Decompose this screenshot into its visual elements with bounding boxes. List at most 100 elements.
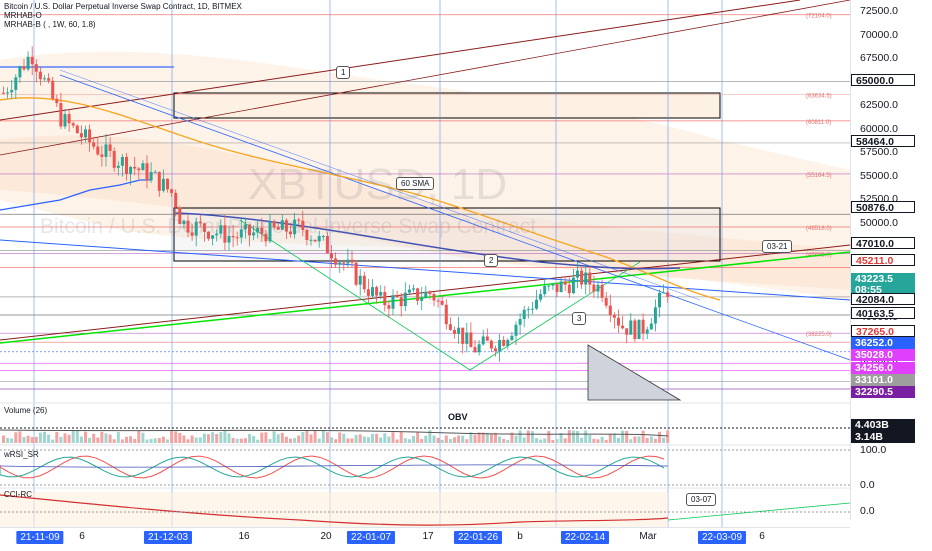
volume-bar <box>190 435 194 443</box>
candle-body <box>625 328 629 335</box>
candle-body <box>457 327 461 334</box>
volume-bar <box>576 431 579 443</box>
sma-60 <box>0 97 721 301</box>
callout-60-sma[interactable]: 60 SMA <box>396 177 435 190</box>
candle-body <box>38 71 42 80</box>
candle-body <box>412 288 415 290</box>
volume-bar <box>571 430 575 443</box>
time-label: 16 <box>238 531 250 542</box>
volume-bar <box>543 438 547 443</box>
wrsi-line-green <box>0 456 665 478</box>
candle-body <box>567 284 571 294</box>
volume-bar <box>260 432 264 443</box>
candle-body <box>137 168 141 171</box>
candle-body <box>641 319 645 334</box>
candle-body <box>649 323 653 330</box>
level-value-text: (49518.0) <box>806 226 832 232</box>
candle-body <box>350 259 354 263</box>
price-label: 43223.5 <box>851 273 915 285</box>
volume-bar <box>293 438 297 443</box>
candle-body <box>239 229 243 238</box>
candle-body <box>43 78 46 80</box>
volume-bar <box>239 438 243 443</box>
wrsi-signal <box>0 464 669 468</box>
candle-body <box>617 317 620 326</box>
price-label: 50876.0 <box>851 201 915 214</box>
time-label: b <box>517 531 523 542</box>
volume-bar <box>334 439 338 443</box>
candle-body <box>498 339 502 352</box>
volume-bar <box>22 437 26 443</box>
callout-2[interactable]: 2 <box>484 254 499 267</box>
volume-bar <box>317 438 321 443</box>
candle-body <box>88 129 92 143</box>
price-label: 40163.5 <box>851 307 915 320</box>
candle-body <box>59 103 63 127</box>
volume-bar <box>362 436 366 443</box>
volume-bar <box>330 437 333 443</box>
volume-bar <box>473 434 477 443</box>
volume-bar <box>30 437 34 443</box>
candle-body <box>379 292 383 296</box>
candle-body <box>325 236 329 254</box>
candle-body <box>149 171 153 181</box>
volume-bar <box>157 438 161 443</box>
volume-bar <box>248 434 251 443</box>
volume-bar <box>522 437 526 443</box>
volume-bar <box>141 432 145 443</box>
candle-body <box>448 324 452 330</box>
candle-body <box>71 123 75 126</box>
level-value-text: (60811.0) <box>806 120 831 126</box>
candle-body <box>284 220 288 232</box>
volume-bar <box>547 431 551 443</box>
volume-bar <box>252 435 256 443</box>
callout-3[interactable]: 3 <box>572 312 587 325</box>
volume-bar <box>645 437 649 443</box>
candle-body <box>420 298 424 301</box>
candle-body <box>338 262 342 265</box>
candle-body <box>346 259 350 264</box>
volume-bar <box>264 432 268 443</box>
volume-bar <box>621 430 625 443</box>
candle-body <box>330 253 333 259</box>
time-label: 17 <box>422 531 434 542</box>
volume-bar <box>440 439 444 443</box>
trendline-red-upper <box>0 0 801 121</box>
volume-bar <box>432 435 436 443</box>
candle-body <box>453 329 456 334</box>
volume-bar <box>530 431 534 443</box>
volume-bar <box>494 432 497 443</box>
volume-bar <box>133 438 137 443</box>
candle-body <box>2 92 5 94</box>
candle-body <box>621 325 625 329</box>
volume-bar <box>514 435 518 443</box>
candle-body <box>580 270 584 285</box>
wrsi-tick-0: 0.0 <box>860 479 875 491</box>
callout-1[interactable]: 1 <box>336 66 351 79</box>
candle-body <box>276 227 280 230</box>
price-label: 58464.0 <box>851 135 915 148</box>
volume-bar <box>481 432 485 443</box>
callout-03-07[interactable]: 03-07 <box>686 493 717 506</box>
volume-bar <box>268 439 272 443</box>
volume-bar <box>207 434 210 443</box>
price-tick: 72500.0 <box>860 5 898 17</box>
candle-body <box>465 332 469 344</box>
volume-bar <box>399 431 403 443</box>
candle-body <box>227 235 231 243</box>
callout-03-21[interactable]: 03-21 <box>762 240 793 253</box>
candle-body <box>92 142 96 147</box>
volume-bar <box>625 430 629 443</box>
price-tick: 60000.0 <box>860 122 898 135</box>
candle-body <box>268 221 272 242</box>
candle-body <box>543 286 547 295</box>
volume-bar <box>637 436 641 443</box>
candle-body <box>510 335 514 340</box>
volume-bar <box>604 439 608 443</box>
volume-bar <box>129 436 133 443</box>
wrsi-line-red <box>0 455 665 479</box>
candle-body <box>301 220 305 230</box>
candle-body <box>26 56 30 70</box>
candle-body <box>391 295 395 309</box>
